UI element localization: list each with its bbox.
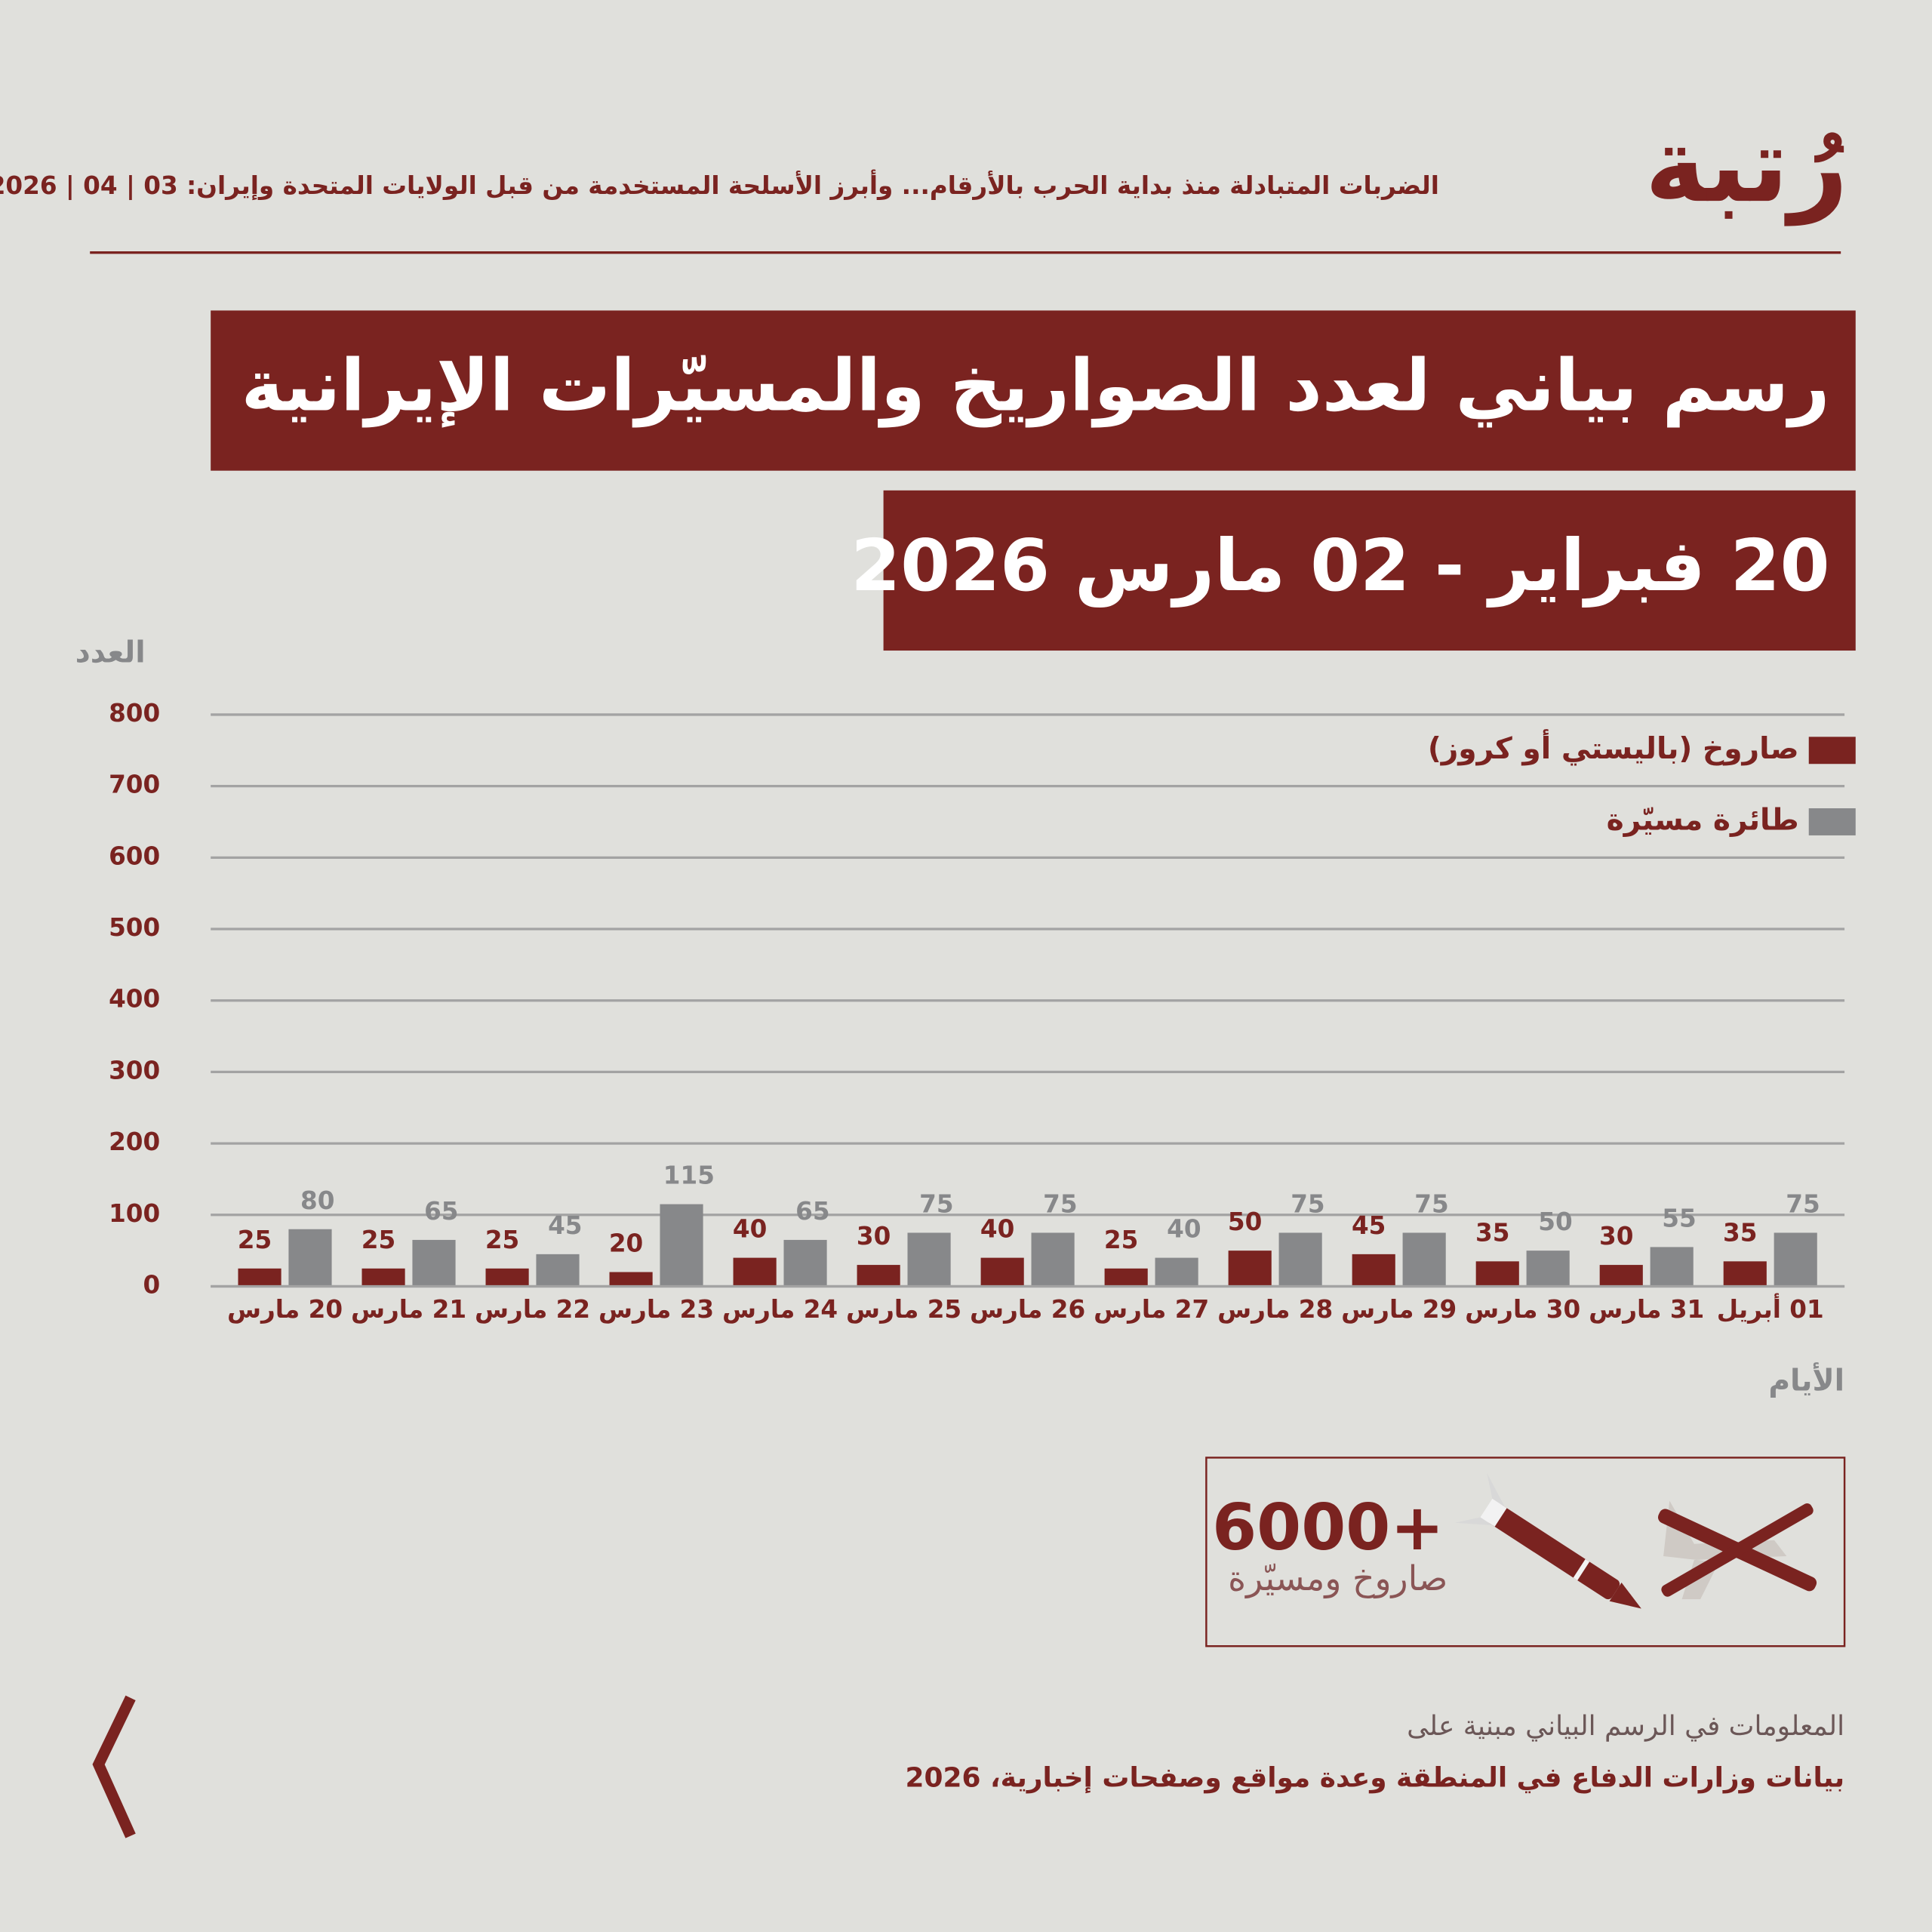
x-tick-label: 21 مارس — [351, 1295, 466, 1324]
bar — [1228, 1251, 1272, 1287]
bar — [1526, 1251, 1570, 1287]
y-tick-label: 800 — [109, 699, 160, 728]
x-tick-label: 23 مارس — [598, 1295, 714, 1324]
footer-source: بيانات وزارات الدفاع في المنطقة وعدة موا… — [906, 1763, 1845, 1794]
value-label: 40 — [733, 1215, 767, 1244]
legend-label: طائرة مسيّرة — [1607, 803, 1799, 837]
bar — [609, 1272, 653, 1287]
y-tick-label: 0 — [143, 1270, 161, 1299]
value-label: 115 — [663, 1161, 715, 1190]
value-label: 75 — [1291, 1190, 1324, 1219]
x-tick-label: 26 مارس — [970, 1295, 1085, 1324]
brand-mark — [92, 1695, 136, 1838]
value-label: 25 — [361, 1226, 395, 1254]
x-tick-label: 22 مارس — [475, 1295, 590, 1324]
y-tick-label: 300 — [109, 1056, 160, 1084]
value-label: 45 — [1352, 1211, 1386, 1240]
bar — [1352, 1254, 1395, 1287]
value-label: 40 — [980, 1215, 1014, 1244]
title-box — [211, 310, 1856, 471]
bar — [1402, 1232, 1446, 1287]
value-label: 35 — [1475, 1218, 1509, 1247]
bar — [1774, 1232, 1817, 1287]
y-tick-label: 100 — [109, 1199, 160, 1228]
value-label: 25 — [238, 1226, 272, 1254]
x-tick-label: 27 مارس — [1094, 1295, 1209, 1324]
missile-icon — [1454, 1472, 1641, 1609]
subtitle-box — [883, 490, 1856, 651]
bar — [361, 1268, 405, 1287]
bar — [288, 1229, 332, 1287]
x-axis-label: الأيام — [1768, 1361, 1844, 1398]
value-label: 75 — [919, 1190, 953, 1219]
logo: رُتبة — [1644, 106, 1848, 226]
summary-box — [1205, 1457, 1846, 1647]
footer-line: المعلومات في الرسم البياني مبنية على — [1407, 1711, 1844, 1742]
value-label: 75 — [1043, 1190, 1077, 1219]
header-subtitle: الضربات المتبادلة منذ بداية الحرب بالأرق… — [0, 169, 1439, 201]
y-axis-label: العدد — [75, 635, 146, 669]
bar — [536, 1254, 580, 1287]
y-tick-label: 200 — [109, 1128, 160, 1156]
value-label: 65 — [795, 1197, 829, 1226]
value-label: 75 — [1414, 1190, 1448, 1219]
x-tick-label: 20 مارس — [227, 1295, 343, 1324]
bar — [980, 1257, 1024, 1287]
x-tick-label: 28 مارس — [1217, 1295, 1333, 1324]
bar — [1723, 1261, 1767, 1287]
y-tick-label: 700 — [109, 771, 160, 799]
value-label: 75 — [1786, 1190, 1820, 1219]
x-tick-label: 29 مارس — [1341, 1295, 1457, 1324]
y-tick-label: 400 — [109, 985, 160, 1014]
legend-swatch — [1808, 808, 1856, 835]
bar — [907, 1232, 951, 1287]
value-label: 40 — [1167, 1215, 1201, 1244]
value-label: 30 — [857, 1222, 891, 1251]
drone-icon — [1658, 1500, 1817, 1600]
bar — [1475, 1261, 1519, 1287]
bar — [733, 1257, 777, 1287]
bar — [1278, 1232, 1322, 1287]
value-label: 50 — [1228, 1208, 1262, 1236]
legend-label: صاروخ (باليستي أو كروز) — [1428, 729, 1799, 766]
bar — [1650, 1247, 1694, 1287]
bar — [1031, 1232, 1075, 1287]
x-tick-label: 30 مارس — [1465, 1295, 1580, 1324]
bar — [238, 1268, 281, 1287]
value-label: 45 — [548, 1211, 582, 1240]
y-tick-label: 500 — [109, 913, 160, 942]
value-label: 55 — [1662, 1204, 1696, 1232]
x-tick-label: 31 مارس — [1589, 1295, 1704, 1324]
value-label: 25 — [485, 1226, 519, 1254]
bar — [783, 1239, 827, 1287]
legend-swatch — [1808, 737, 1856, 764]
y-tick-label: 600 — [109, 841, 160, 870]
chart-title: رسم بياني لعدد الصواريخ والمسيّرات الإير… — [242, 344, 1830, 428]
bar — [1599, 1265, 1643, 1287]
value-label: 35 — [1723, 1218, 1757, 1247]
value-label: 50 — [1538, 1208, 1572, 1236]
bar — [1155, 1257, 1198, 1287]
bar — [1104, 1268, 1148, 1287]
bar — [485, 1268, 529, 1287]
value-label: 25 — [1104, 1226, 1138, 1254]
x-tick-label: 25 مارس — [846, 1295, 961, 1324]
bar — [412, 1239, 456, 1287]
x-tick-label: 24 مارس — [722, 1295, 838, 1324]
value-label: 20 — [609, 1229, 643, 1258]
x-tick-label: 01 أبريل — [1717, 1293, 1824, 1324]
summary-value: +6000 — [1212, 1491, 1444, 1565]
chart-subtitle: 20 فبراير - 02 مارس 2026 — [851, 525, 1829, 608]
bar — [660, 1204, 703, 1287]
bar — [857, 1265, 900, 1287]
value-label: 80 — [300, 1186, 334, 1215]
value-label: 30 — [1599, 1222, 1633, 1251]
value-label: 65 — [424, 1197, 458, 1226]
summary-label: صاروخ ومسيّرة — [1228, 1558, 1447, 1599]
